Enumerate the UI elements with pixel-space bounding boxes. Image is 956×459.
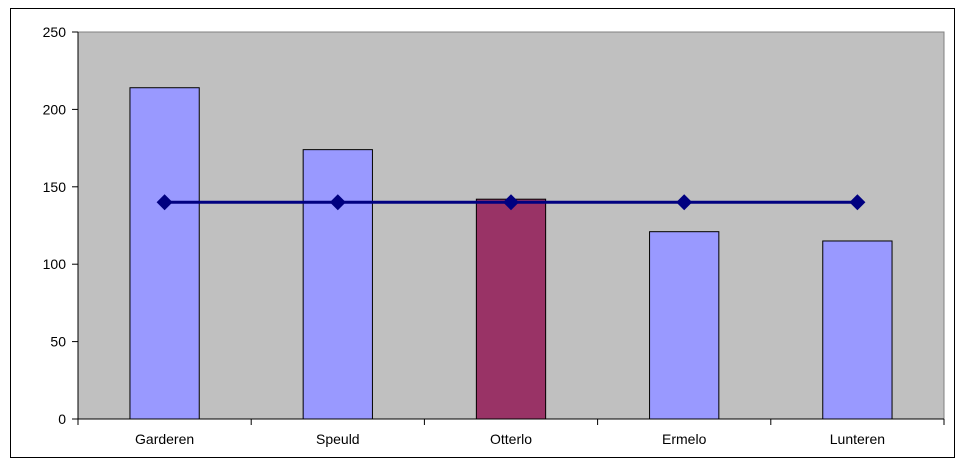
- y-tick-label: 150: [43, 179, 67, 195]
- bar-garderen: [129, 87, 200, 420]
- y-tick-label: 0: [58, 411, 66, 427]
- x-tick-label: Ermelo: [662, 431, 707, 447]
- line-series: [156, 194, 866, 211]
- y-tick-label: 50: [50, 334, 66, 350]
- bar-lunteren: [822, 240, 893, 420]
- x-tick-label: Lunteren: [830, 431, 885, 447]
- bar-otterlo: [475, 198, 547, 420]
- bar-speuld: [302, 149, 373, 420]
- x-tick-label: Otterlo: [490, 431, 532, 447]
- line-marker-speuld: [329, 194, 346, 211]
- bar-ermelo: [649, 231, 720, 420]
- y-tick-label: 100: [43, 256, 67, 272]
- line-marker-otterlo: [503, 194, 519, 211]
- line-marker-lunteren: [849, 194, 866, 211]
- line-marker-ermelo: [676, 194, 693, 211]
- y-axis: 0 50 100 150 200 250: [43, 24, 79, 427]
- y-tick-label: 250: [43, 24, 67, 40]
- x-tick-label: Speuld: [316, 431, 360, 447]
- line-marker-garderen: [156, 194, 173, 211]
- x-tick-label: Garderen: [135, 431, 194, 447]
- y-tick-label: 200: [43, 101, 67, 117]
